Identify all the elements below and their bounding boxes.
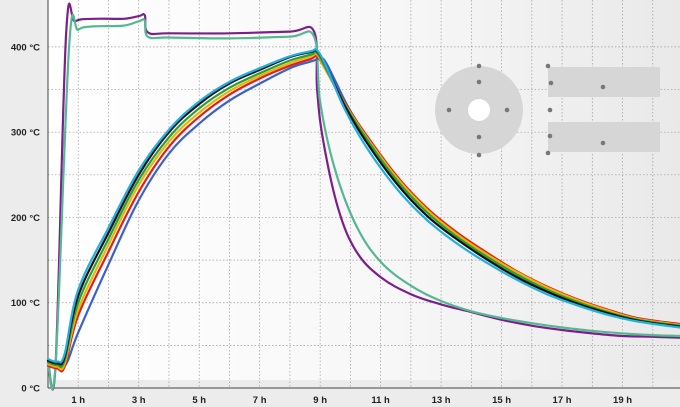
y-tick-label: 400 °C: [11, 42, 40, 53]
y-tick-label: 300 °C: [11, 128, 40, 139]
sensor-dot: [476, 134, 482, 140]
cross-section-inset-rectangles: [545, 63, 660, 156]
y-tick-label: 0 °C: [21, 384, 40, 395]
x-tick-label: 7 h: [253, 395, 267, 406]
y-tick-labels: 0 °C 100 °C 200 °C 300 °C 400 °C: [11, 42, 40, 394]
circular-sample-hole: [468, 99, 490, 121]
series-line-8: [46, 47, 680, 364]
x-tick-label: 3 h: [132, 395, 146, 406]
cross-section-inset-circle: [435, 63, 523, 158]
x-tick-label: 15 h: [492, 395, 511, 406]
plot-background: [48, 0, 680, 380]
sensor-dot: [547, 133, 553, 139]
x-tick-labels: 1 h 3 h 5 h 7 h 9 h 11 h 13 h 15 h 17 h 19 h: [71, 395, 632, 406]
series-line-2: [46, 13, 680, 390]
y-tick-label: 100 °C: [11, 298, 40, 309]
x-tick-label: 17 h: [553, 395, 572, 406]
x-tick-label: 5 h: [192, 395, 206, 406]
sensor-dot: [504, 107, 510, 113]
x-tick-label: 13 h: [432, 395, 451, 406]
x-tick-label: 11 h: [371, 395, 390, 406]
sensor-dot: [545, 150, 551, 156]
sensor-dot: [600, 140, 606, 146]
sensor-dot: [446, 107, 452, 113]
sensor-dot: [545, 63, 551, 69]
sensor-dot: [476, 63, 482, 69]
sensor-dot: [548, 80, 554, 86]
sensor-dot: [600, 84, 606, 90]
axes: [47, 0, 680, 389]
sensor-dot: [547, 107, 553, 113]
y-tick-label: 200 °C: [11, 213, 40, 224]
x-tick-label: 9 h: [313, 395, 327, 406]
x-tick-label: 19 h: [613, 395, 632, 406]
rectangular-sample-shape: [548, 122, 660, 152]
sensor-dot: [476, 79, 482, 85]
series-lines: [46, 2, 680, 391]
sensor-dot: [476, 152, 482, 158]
x-tick-label: 1 h: [71, 395, 85, 406]
rectangular-sample-shape: [548, 67, 660, 97]
